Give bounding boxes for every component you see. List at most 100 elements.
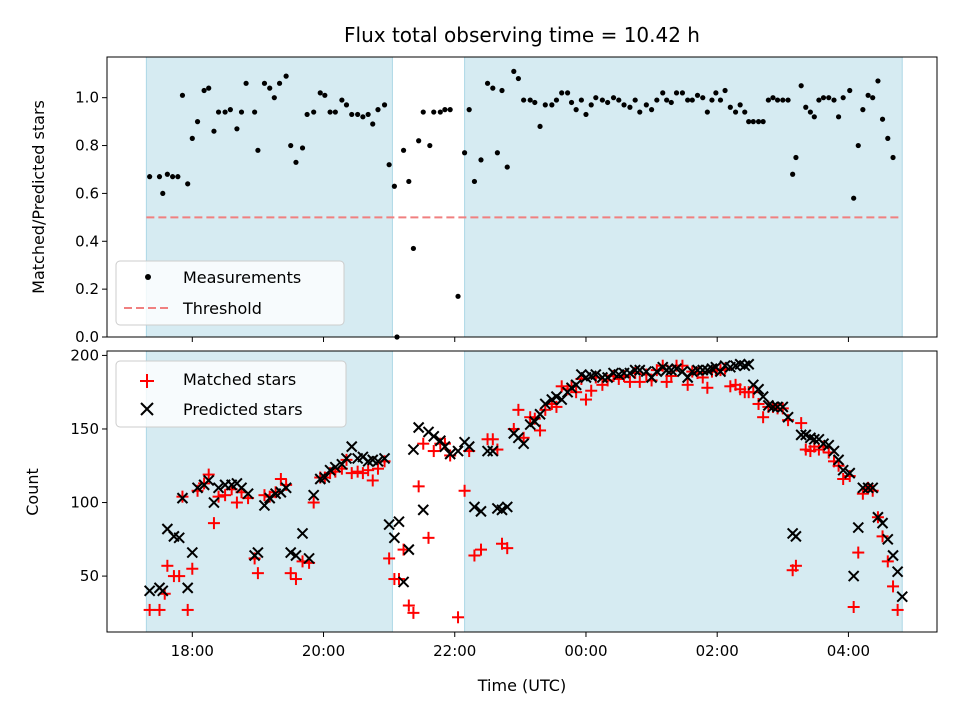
measurement-point	[664, 97, 670, 103]
predicted-star-point	[782, 411, 794, 423]
predicted-star-point	[847, 570, 860, 582]
measurement-point	[431, 109, 437, 115]
measurement-point	[826, 95, 832, 101]
measurement-point	[189, 135, 195, 141]
predicted-star-point	[157, 585, 169, 597]
measurement-point	[750, 119, 756, 125]
bottom-y-tick-label: 50	[80, 567, 99, 585]
predicted-star-point	[397, 576, 410, 588]
predicted-star-point	[517, 437, 530, 450]
measurement-point	[466, 107, 472, 113]
matched-star-point	[258, 489, 271, 502]
predicted-star-point	[539, 398, 551, 410]
matched-star-point	[251, 567, 264, 580]
top-legend-box	[115, 260, 345, 326]
predicted-star-point	[697, 364, 709, 376]
measurement-point	[179, 92, 186, 98]
predicted-star-point	[208, 496, 220, 509]
measurement-point	[654, 97, 660, 103]
predicted-star-point	[832, 454, 845, 466]
measurement-point	[327, 109, 333, 115]
matched-star-point	[856, 487, 869, 500]
predicted-star-point	[143, 585, 156, 597]
matched-star-point	[212, 490, 225, 503]
measurement-point	[835, 114, 842, 120]
predicted-star-point	[882, 533, 894, 546]
measurement-point	[355, 111, 361, 118]
predicted-star-point	[837, 464, 849, 476]
measurement-point	[820, 95, 827, 101]
predicted-star-point	[285, 546, 297, 559]
measurement-point	[175, 174, 181, 180]
measurement-point	[147, 174, 153, 180]
predicted-star-point	[324, 464, 336, 476]
measurement-point	[406, 178, 412, 185]
predicted-star-point	[388, 532, 401, 544]
measurement-point	[215, 109, 222, 115]
measurement-point	[851, 195, 857, 201]
measurement-point	[461, 150, 468, 156]
predicted-star-point	[393, 515, 405, 528]
measurement-point	[484, 80, 491, 86]
measurement-point	[785, 97, 791, 103]
measurement-point	[732, 109, 739, 115]
predicted-star-point	[487, 445, 499, 457]
measurement-point	[410, 245, 417, 252]
measurement-point	[511, 68, 517, 74]
bottom-panel: 50 100 150 200 18:00 20:00 22:00 00:00 02:00 04:…	[23, 346, 938, 695]
measurement-point	[267, 85, 273, 91]
predicted-star-point	[252, 546, 264, 559]
bottom-y-tick-label: 100	[70, 494, 99, 512]
matched-star-point	[307, 496, 320, 509]
matched-star-point	[789, 559, 802, 572]
measurement-point	[679, 90, 686, 96]
matched-star-point	[181, 603, 194, 616]
matched-star-point	[579, 393, 592, 406]
measurement-point	[774, 97, 781, 103]
predicted-star-point	[403, 543, 415, 556]
matched-star-point	[633, 375, 646, 388]
legend-measurements-marker	[145, 274, 151, 280]
predicted-star-point	[439, 440, 451, 453]
measurement-point	[311, 109, 317, 115]
measurement-point	[599, 97, 605, 103]
measurement-point	[668, 99, 674, 106]
bottom-x-tick-label: 04:00	[827, 642, 870, 660]
predicted-star-point	[624, 367, 636, 379]
top-shaded-spans	[145, 56, 903, 338]
measurement-point	[304, 111, 310, 118]
bottom-y-tick-label: 200	[70, 346, 99, 364]
predicted-star-point	[808, 433, 821, 445]
predicted-star-point	[173, 532, 185, 544]
measurement-point	[816, 97, 822, 103]
measurement-point	[610, 95, 617, 101]
matched-star-point	[665, 370, 678, 383]
measurement-point	[447, 107, 453, 113]
top-y-tick-label: 0.0	[75, 328, 99, 346]
measurement-point	[437, 109, 443, 115]
predicted-star-point	[468, 501, 481, 513]
matched-star-point	[458, 484, 471, 497]
predicted-star-point	[757, 390, 769, 403]
measurement-point	[860, 107, 866, 113]
measurement-point	[370, 121, 376, 127]
measurement-point	[211, 128, 217, 134]
top-y-tick-label: 1.0	[75, 89, 99, 107]
measurement-point	[400, 147, 407, 153]
measurement-point	[722, 87, 728, 94]
matched-star-point	[585, 384, 598, 397]
bottom-legend-box	[115, 360, 347, 428]
matched-star-point	[452, 611, 465, 624]
predicted-star-point	[181, 582, 194, 594]
predicted-star-point	[463, 440, 475, 453]
measurement-point	[156, 174, 163, 180]
measurement-point	[717, 97, 724, 103]
chart-title: Flux total observing time = 10.42 h	[344, 23, 700, 47]
measurement-point	[847, 87, 853, 94]
measurement-point	[790, 171, 796, 177]
measurement-point	[875, 78, 881, 84]
top-legend: Measurements Threshold	[115, 260, 345, 326]
top-y-tick-label: 0.4	[75, 232, 99, 250]
measurement-point	[243, 80, 249, 86]
matched-star-point	[837, 472, 850, 485]
